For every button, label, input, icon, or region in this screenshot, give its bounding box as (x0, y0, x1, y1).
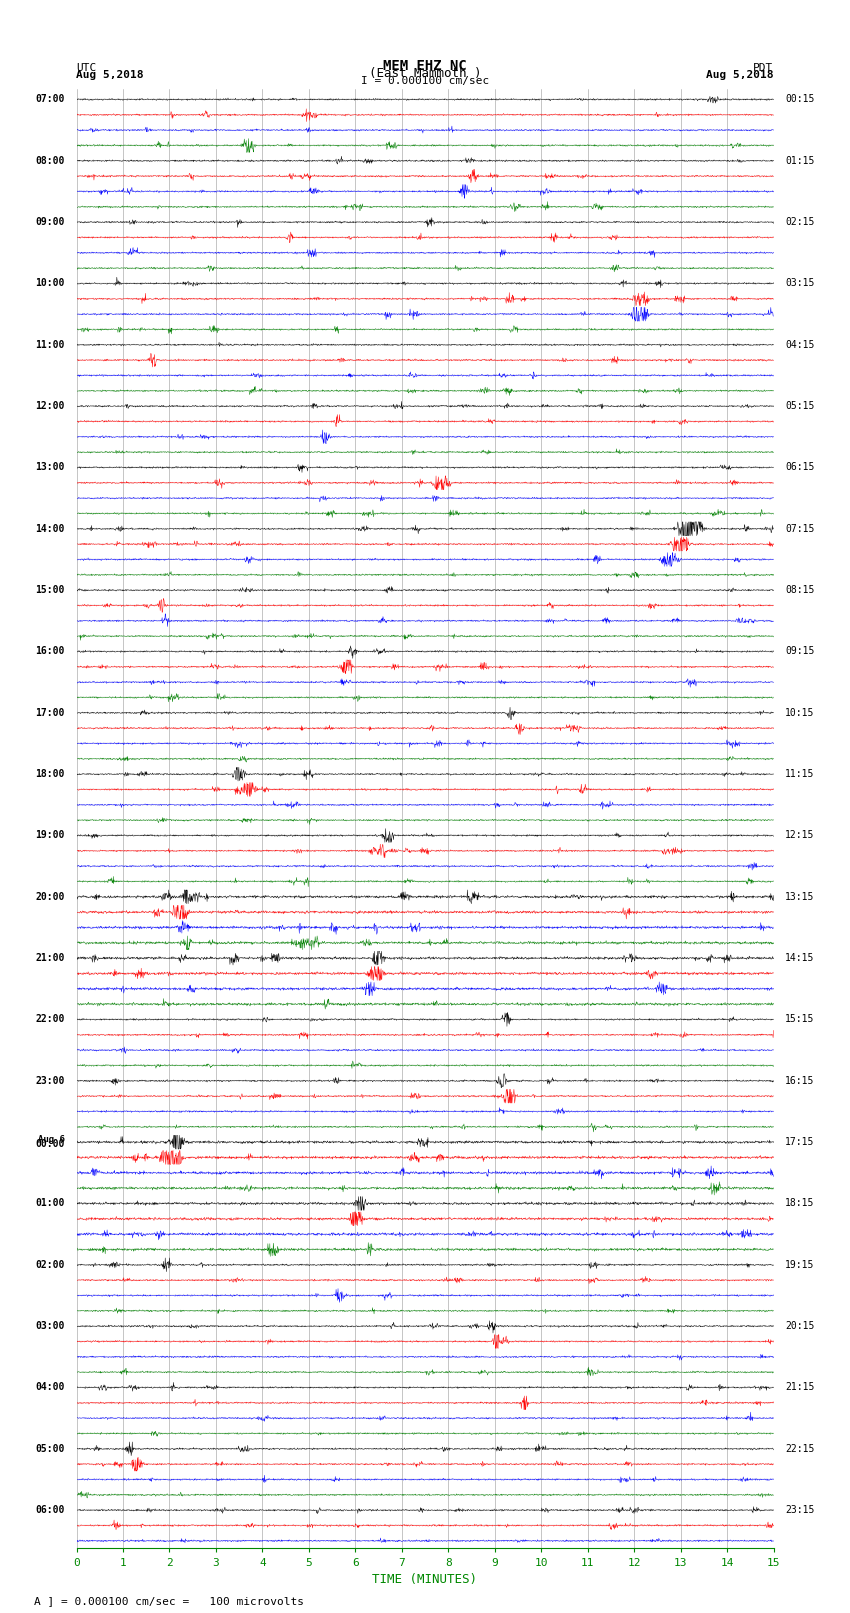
Text: 12:15: 12:15 (785, 831, 814, 840)
Text: 14:00: 14:00 (36, 524, 65, 534)
Text: A ] = 0.000100 cm/sec =   100 microvolts: A ] = 0.000100 cm/sec = 100 microvolts (34, 1597, 304, 1607)
Text: 00:00: 00:00 (36, 1139, 65, 1150)
Text: 09:15: 09:15 (785, 647, 814, 656)
Text: 04:15: 04:15 (785, 340, 814, 350)
Text: 01:15: 01:15 (785, 156, 814, 166)
Text: 19:00: 19:00 (36, 831, 65, 840)
Text: 17:00: 17:00 (36, 708, 65, 718)
Text: 15:15: 15:15 (785, 1015, 814, 1024)
Text: 13:00: 13:00 (36, 463, 65, 473)
Text: (East Mammoth ): (East Mammoth ) (369, 66, 481, 79)
Text: MEM EHZ NC: MEM EHZ NC (383, 60, 467, 73)
Text: 19:15: 19:15 (785, 1260, 814, 1269)
Text: 10:15: 10:15 (785, 708, 814, 718)
Text: 21:00: 21:00 (36, 953, 65, 963)
Text: 21:15: 21:15 (785, 1382, 814, 1392)
Text: 20:00: 20:00 (36, 892, 65, 902)
Text: 11:15: 11:15 (785, 769, 814, 779)
Text: PDT: PDT (753, 63, 774, 73)
Text: 01:00: 01:00 (36, 1198, 65, 1208)
Text: 20:15: 20:15 (785, 1321, 814, 1331)
Text: 23:15: 23:15 (785, 1505, 814, 1515)
Text: 15:00: 15:00 (36, 586, 65, 595)
Text: 13:15: 13:15 (785, 892, 814, 902)
Text: 17:15: 17:15 (785, 1137, 814, 1147)
Text: 18:00: 18:00 (36, 769, 65, 779)
Text: 12:00: 12:00 (36, 402, 65, 411)
Text: I = 0.000100 cm/sec: I = 0.000100 cm/sec (361, 76, 489, 85)
Text: 02:15: 02:15 (785, 218, 814, 227)
Text: UTC: UTC (76, 63, 97, 73)
X-axis label: TIME (MINUTES): TIME (MINUTES) (372, 1573, 478, 1586)
Text: 16:00: 16:00 (36, 647, 65, 656)
Text: 09:00: 09:00 (36, 218, 65, 227)
Text: Aug 6: Aug 6 (38, 1136, 65, 1144)
Text: 08:00: 08:00 (36, 156, 65, 166)
Text: 05:00: 05:00 (36, 1444, 65, 1453)
Text: 07:15: 07:15 (785, 524, 814, 534)
Text: 22:15: 22:15 (785, 1444, 814, 1453)
Text: 18:15: 18:15 (785, 1198, 814, 1208)
Text: 11:00: 11:00 (36, 340, 65, 350)
Text: 06:00: 06:00 (36, 1505, 65, 1515)
Text: 04:00: 04:00 (36, 1382, 65, 1392)
Text: 08:15: 08:15 (785, 586, 814, 595)
Text: Aug 5,2018: Aug 5,2018 (76, 69, 144, 79)
Text: 07:00: 07:00 (36, 95, 65, 105)
Text: Aug 5,2018: Aug 5,2018 (706, 69, 774, 79)
Text: 06:15: 06:15 (785, 463, 814, 473)
Text: 14:15: 14:15 (785, 953, 814, 963)
Text: 05:15: 05:15 (785, 402, 814, 411)
Text: 00:15: 00:15 (785, 95, 814, 105)
Text: 02:00: 02:00 (36, 1260, 65, 1269)
Text: 10:00: 10:00 (36, 279, 65, 289)
Text: 23:00: 23:00 (36, 1076, 65, 1086)
Text: 16:15: 16:15 (785, 1076, 814, 1086)
Text: 03:15: 03:15 (785, 279, 814, 289)
Text: 03:00: 03:00 (36, 1321, 65, 1331)
Text: 22:00: 22:00 (36, 1015, 65, 1024)
